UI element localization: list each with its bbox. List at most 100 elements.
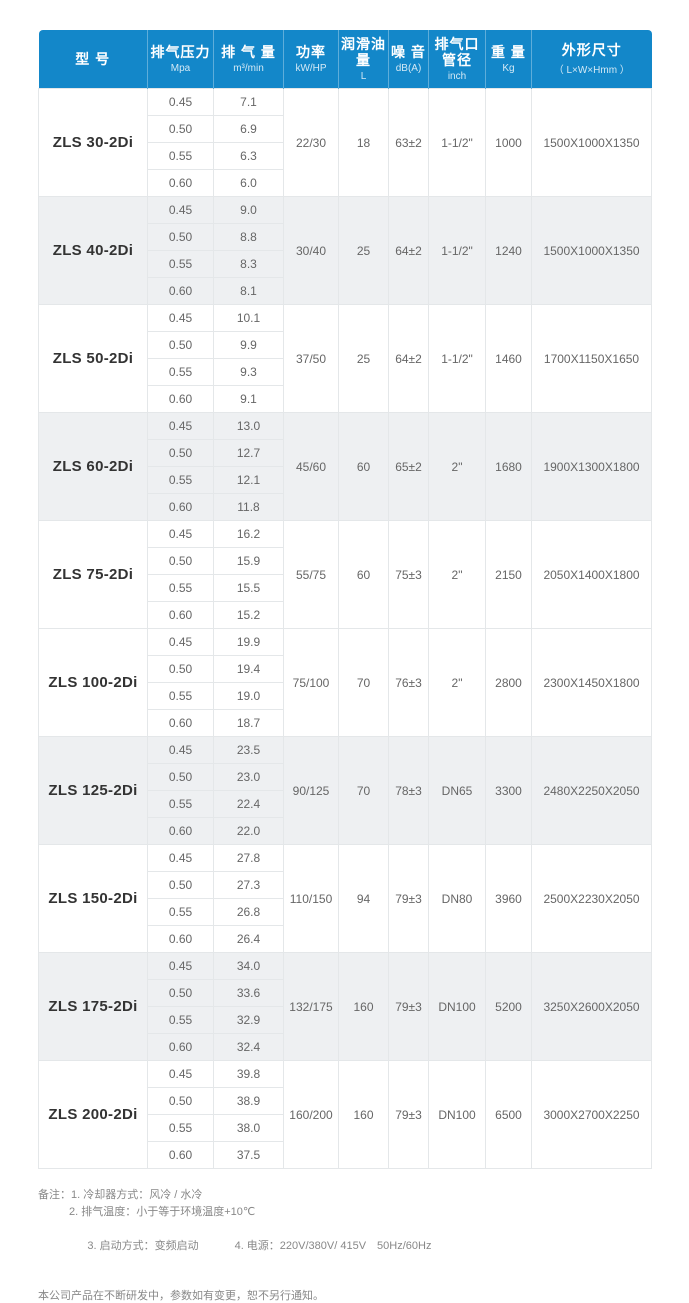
pressure-cell: 0.55 [147,142,214,170]
weight-cell: 5200 [485,952,532,1061]
pressure-cell: 0.50 [147,547,214,575]
dims-cell: 2500X2230X2050 [531,844,652,953]
table-row: 0.50 6.9 [39,115,652,143]
power-cell: 30/40 [283,196,339,305]
table-row: 0.50 9.9 [39,331,652,359]
pressure-cell: 0.55 [147,682,214,710]
pressure-cell: 0.45 [147,304,214,332]
table-row: 0.55 19.0 [39,682,652,710]
table-row: ZLS 75-2Di 0.45 16.2 55/75 60 75±3 2" 2150 2050X… [38,520,652,629]
table-row: ZLS 125-2Di 0.45 23.5 90/125 70 78±3 DN65 3300 2… [38,736,652,845]
pressure-cell: 0.55 [147,574,214,602]
displacement-cell: 8.8 [213,223,284,251]
pressure-cell: 0.55 [147,898,214,926]
table-row: 0.55 26.8 [39,898,652,926]
dims-cell: 1500X1000X1350 [531,196,652,305]
col-header-oil: 润滑油量 L [338,30,389,89]
pressure-cell: 0.50 [147,1087,214,1115]
displacement-cell: 9.9 [213,331,284,359]
weight-cell: 3300 [485,736,532,845]
pressure-cell: 0.60 [147,1141,214,1169]
noise-cell: 64±2 [388,196,429,305]
noise-cell: 78±3 [388,736,429,845]
pressure-cell: 0.45 [147,844,214,872]
weight-cell: 2150 [485,520,532,629]
displacement-cell: 38.0 [213,1114,284,1142]
table-row: 0.60 37.5 [39,1141,652,1169]
pressure-cell: 0.45 [147,88,214,116]
port-cell: 2" [428,520,486,629]
power-cell: 55/75 [283,520,339,629]
pressure-cell: 0.55 [147,790,214,818]
col-header-unit: L [360,71,367,82]
col-header-label: 排气口管径 [434,36,480,68]
noise-cell: 64±2 [388,304,429,413]
table-row: ZLS 100-2Di 0.45 19.9 75/100 70 76±3 2" 2800 230… [38,628,652,737]
displacement-cell: 26.8 [213,898,284,926]
pressure-cell: 0.55 [147,466,214,494]
displacement-cell: 9.0 [213,196,284,224]
model-cell: ZLS 75-2Di [38,520,148,629]
pressure-cell: 0.55 [147,250,214,278]
table-row: ZLS 60-2Di 0.45 13.0 45/60 60 65±2 2" 1680 1900X… [38,412,652,521]
power-cell: 45/60 [283,412,339,521]
pressure-cell: 0.60 [147,925,214,953]
table-row: 0.55 8.3 [39,250,652,278]
pressure-cell: 0.60 [147,817,214,845]
port-cell: 2" [428,628,486,737]
table-row: 0.60 6.0 [39,169,652,197]
col-header-label: 型 号 [75,51,111,67]
notes-block: 备注：1. 冷却器方式：风冷 / 水冷 2. 排气温度：小于等于环境温度+10℃… [38,1187,651,1272]
table-row: 0.50 8.8 [39,223,652,251]
table-body: ZLS 30-2Di 0.45 7.1 22/30 18 63±2 1-1/2" 1000 15… [38,88,652,1169]
displacement-cell: 26.4 [213,925,284,953]
table-row: ZLS 175-2Di 0.45 34.0 132/175 160 79±3 DN100 52… [38,952,652,1061]
displacement-cell: 15.9 [213,547,284,575]
col-header-weight: 重 量 Kg [485,30,532,89]
oil-cell: 25 [338,304,389,413]
oil-cell: 94 [338,844,389,953]
port-cell: DN80 [428,844,486,953]
model-cell: ZLS 30-2Di [38,88,148,197]
col-header-dims: 外形尺寸 （ L×W×Hmm ） [531,30,652,89]
displacement-cell: 27.8 [213,844,284,872]
pressure-cell: 0.50 [147,871,214,899]
displacement-cell: 6.0 [213,169,284,197]
displacement-cell: 32.9 [213,1006,284,1034]
pressure-cell: 0.60 [147,277,214,305]
weight-cell: 6500 [485,1060,532,1169]
oil-cell: 160 [338,1060,389,1169]
table-row: 0.60 18.7 [39,709,652,737]
weight-cell: 1240 [485,196,532,305]
displacement-cell: 6.3 [213,142,284,170]
displacement-cell: 13.0 [213,412,284,440]
noise-cell: 63±2 [388,88,429,197]
displacement-cell: 6.9 [213,115,284,143]
displacement-cell: 32.4 [213,1033,284,1061]
model-cell: ZLS 60-2Di [38,412,148,521]
displacement-cell: 19.9 [213,628,284,656]
col-header-label: 润滑油量 [341,36,386,68]
table-row: 0.50 19.4 [39,655,652,683]
displacement-cell: 34.0 [213,952,284,980]
dims-cell: 2300X1450X1800 [531,628,652,737]
power-cell: 22/30 [283,88,339,197]
displacement-cell: 9.3 [213,358,284,386]
col-header-model: 型 号 [38,30,148,89]
noise-cell: 76±3 [388,628,429,737]
displacement-cell: 15.2 [213,601,284,629]
displacement-cell: 39.8 [213,1060,284,1088]
note-power-supply: 4. 电源：220V/380V/ 415V 50Hz/60Hz [234,1240,432,1252]
port-cell: DN100 [428,1060,486,1169]
table-row: 0.50 38.9 [39,1087,652,1115]
pressure-cell: 0.55 [147,1006,214,1034]
oil-cell: 25 [338,196,389,305]
disclaimer-text: 本公司产品在不断研发中，参数如有变更，恕不另行通知。 [38,1290,324,1302]
port-cell: 1-1/2" [428,196,486,305]
table-row: 0.60 26.4 [39,925,652,953]
oil-cell: 18 [338,88,389,197]
model-cell: ZLS 175-2Di [38,952,148,1061]
table-row: 0.55 38.0 [39,1114,652,1142]
col-header-noise: 噪 音 dB(A) [388,30,429,89]
